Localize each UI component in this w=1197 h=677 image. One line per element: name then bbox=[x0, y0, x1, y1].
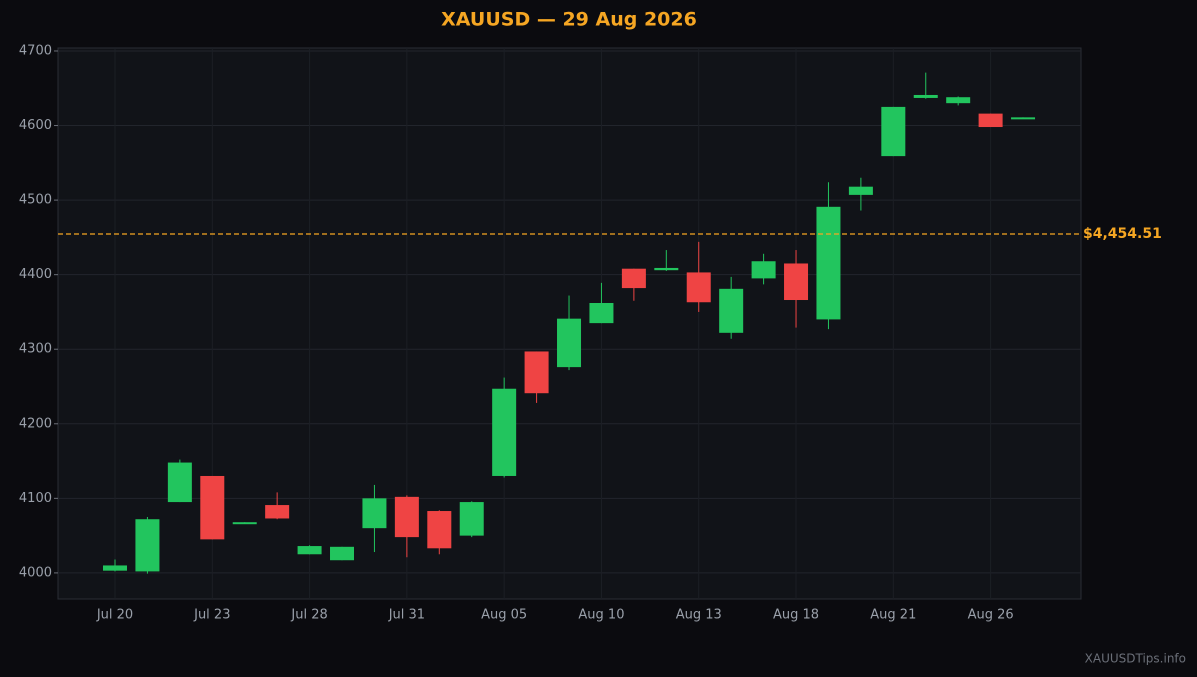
candle-body bbox=[719, 288, 744, 333]
candle-body bbox=[103, 565, 127, 571]
candle-body bbox=[784, 263, 809, 301]
candle-body bbox=[492, 388, 517, 476]
watermark: XAUUSDTips.info bbox=[1085, 652, 1186, 666]
candle-body bbox=[913, 94, 938, 98]
y-tick-label: 4600 bbox=[19, 118, 52, 133]
candle-body bbox=[135, 519, 160, 572]
y-tick-label: 4700 bbox=[19, 43, 52, 58]
x-tick-label: Aug 05 bbox=[481, 608, 527, 623]
candle-body bbox=[394, 496, 419, 538]
x-tick-label: Aug 21 bbox=[870, 608, 916, 623]
x-tick-label: Aug 18 bbox=[773, 608, 819, 623]
candle-body bbox=[265, 505, 290, 519]
y-tick-label: 4300 bbox=[19, 342, 52, 357]
candle-body bbox=[751, 261, 776, 279]
candle-body bbox=[848, 186, 873, 195]
candle-body bbox=[978, 113, 1003, 128]
candle-body bbox=[524, 351, 549, 394]
candle-body bbox=[557, 318, 582, 368]
y-tick-label: 4400 bbox=[19, 267, 52, 282]
candle-body bbox=[686, 272, 711, 303]
candle-body bbox=[297, 546, 322, 555]
candle-body bbox=[362, 498, 387, 529]
candle-body bbox=[167, 462, 192, 503]
x-tick-label: Aug 10 bbox=[578, 608, 624, 623]
y-tick-label: 4500 bbox=[19, 193, 52, 208]
candle-body bbox=[232, 522, 257, 525]
x-tick-label: Jul 31 bbox=[388, 608, 425, 623]
candle-body bbox=[621, 268, 646, 289]
x-tick-label: Jul 28 bbox=[290, 608, 327, 623]
candle-body bbox=[200, 475, 225, 540]
y-tick-label: 4000 bbox=[19, 565, 52, 580]
x-tick-label: Jul 23 bbox=[193, 608, 230, 623]
candle-body bbox=[589, 302, 614, 324]
y-tick-label: 4200 bbox=[19, 416, 52, 431]
candle-body bbox=[459, 502, 484, 536]
candle-body bbox=[881, 106, 906, 157]
x-tick-label: Aug 13 bbox=[676, 608, 722, 623]
candle-body bbox=[427, 511, 452, 549]
y-tick-label: 4100 bbox=[19, 491, 52, 506]
candle-body bbox=[1011, 117, 1036, 120]
chart-title: XAUUSD — 29 Aug 2026 bbox=[441, 9, 697, 31]
candle-body bbox=[816, 206, 841, 320]
candle-body bbox=[654, 267, 679, 271]
candle-body bbox=[946, 97, 971, 104]
x-tick-label: Jul 20 bbox=[96, 608, 133, 623]
candle-body bbox=[330, 546, 355, 561]
x-tick-label: Aug 26 bbox=[968, 608, 1014, 623]
reference-label: $4,454.51 bbox=[1083, 226, 1162, 242]
